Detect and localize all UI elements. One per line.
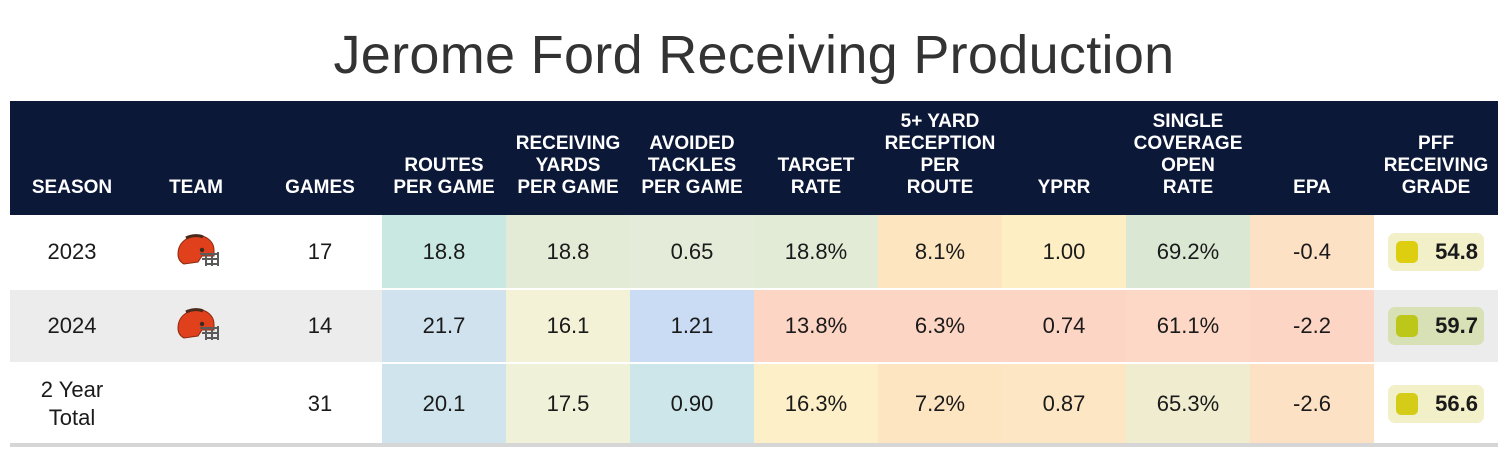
five-plus-yard-reception-per-route-cell: 7.2% (878, 362, 1002, 447)
yprr-cell: 0.87 (1002, 362, 1126, 447)
avoided-tackles-per-game-cell: 0.90 (630, 362, 754, 447)
target-rate-cell: 13.8% (754, 288, 878, 363)
receiving-yards-per-game-cell: 18.8 (506, 215, 630, 289)
avoided-tackles-per-game-cell: 0.65 (630, 215, 754, 289)
header-team[interactable]: TEAM (169, 177, 223, 198)
games-cell: 31 (258, 362, 382, 447)
browns-helmet-icon (172, 232, 220, 272)
grade-badge: 59.7 (1388, 307, 1484, 345)
games-cell: 17 (307, 238, 333, 264)
receiving-yards-per-game-cell: 17.5 (506, 362, 630, 447)
single-coverage-open-rate-cell: 61.1% (1126, 288, 1250, 363)
header-pff-receiving-grade[interactable]: PFF RECEIVING GRADE (1383, 133, 1489, 198)
header-epa[interactable]: EPA (1293, 177, 1331, 198)
pff-grade-cell: 54.8 (1374, 215, 1498, 289)
season-cell: 2 Year Total (10, 362, 134, 447)
grade-color-chip (1396, 240, 1418, 263)
page-title: Jerome Ford Receiving Production (333, 25, 1175, 85)
target-rate-cell: 18.8% (754, 215, 878, 289)
receiving-stats-table: SEASON TEAM GAMES ROUTES PER GAME RECEIV… (10, 101, 1498, 447)
yprr-cell: 1.00 (1002, 215, 1126, 289)
header-season[interactable]: SEASON (31, 177, 113, 198)
epa-cell: -2.2 (1250, 288, 1374, 363)
table-row: 2 Year Total 31 20.1 17.5 0.90 16.3% 7.2% 0.87 6… (10, 362, 1498, 447)
epa-cell: -0.4 (1250, 215, 1374, 289)
pff-grade-cell: 59.7 (1374, 288, 1498, 363)
grade-badge: 54.8 (1388, 232, 1484, 271)
target-rate-cell: 16.3% (754, 362, 878, 447)
header-five-plus-yard-reception-per-route[interactable]: 5+ YARD RECEPTION PER ROUTE (884, 111, 996, 198)
browns-helmet-icon (172, 306, 220, 346)
grade-color-chip (1396, 315, 1418, 337)
avoided-tackles-per-game-cell: 1.21 (630, 288, 754, 363)
grade-color-chip (1396, 392, 1418, 415)
table-header-row: SEASON TEAM GAMES ROUTES PER GAME RECEIV… (10, 101, 1498, 215)
yprr-cell: 0.74 (1002, 288, 1126, 363)
table-row: 2023 17 18.8 18.8 0.65 18.8% 8.1% 1.00 69.2% -0.4… (10, 215, 1498, 289)
routes-per-game-cell: 18.8 (382, 215, 506, 289)
header-avoided-tackles-per-game[interactable]: AVOIDED TACKLES PER GAME (641, 133, 743, 198)
team-cell (134, 288, 258, 363)
single-coverage-open-rate-cell: 65.3% (1126, 362, 1250, 447)
header-yprr[interactable]: YPRR (1037, 177, 1091, 198)
team-cell (134, 362, 258, 447)
epa-cell: -2.6 (1250, 362, 1374, 447)
header-single-coverage-open-rate[interactable]: SINGLE COVERAGE OPEN RATE (1133, 111, 1243, 198)
header-routes-per-game[interactable]: ROUTES PER GAME (393, 155, 495, 198)
grade-value: 59.7 (1435, 313, 1478, 338)
pff-grade-cell: 56.6 (1374, 362, 1498, 447)
header-games[interactable]: GAMES (285, 177, 355, 198)
header-receiving-yards-per-game[interactable]: RECEIVING YARDS PER GAME (515, 133, 621, 198)
table-row: 2024 14 21.7 16.1 1.21 13.8% 6.3% 0.74 61.1% -2.2… (10, 288, 1498, 363)
season-cell: 2023 (47, 238, 97, 264)
grade-value: 54.8 (1435, 238, 1478, 264)
grade-badge: 56.6 (1388, 384, 1484, 423)
five-plus-yard-reception-per-route-cell: 6.3% (878, 288, 1002, 363)
header-target-rate[interactable]: TARGET RATE (777, 155, 855, 198)
team-cell (134, 215, 258, 289)
grade-value: 56.6 (1435, 390, 1478, 416)
routes-per-game-cell: 20.1 (382, 362, 506, 447)
single-coverage-open-rate-cell: 69.2% (1126, 215, 1250, 289)
receiving-yards-per-game-cell: 16.1 (506, 288, 630, 363)
season-cell: 2024 (10, 288, 134, 363)
five-plus-yard-reception-per-route-cell: 8.1% (878, 215, 1002, 289)
games-cell: 14 (258, 288, 382, 363)
routes-per-game-cell: 21.7 (382, 288, 506, 363)
